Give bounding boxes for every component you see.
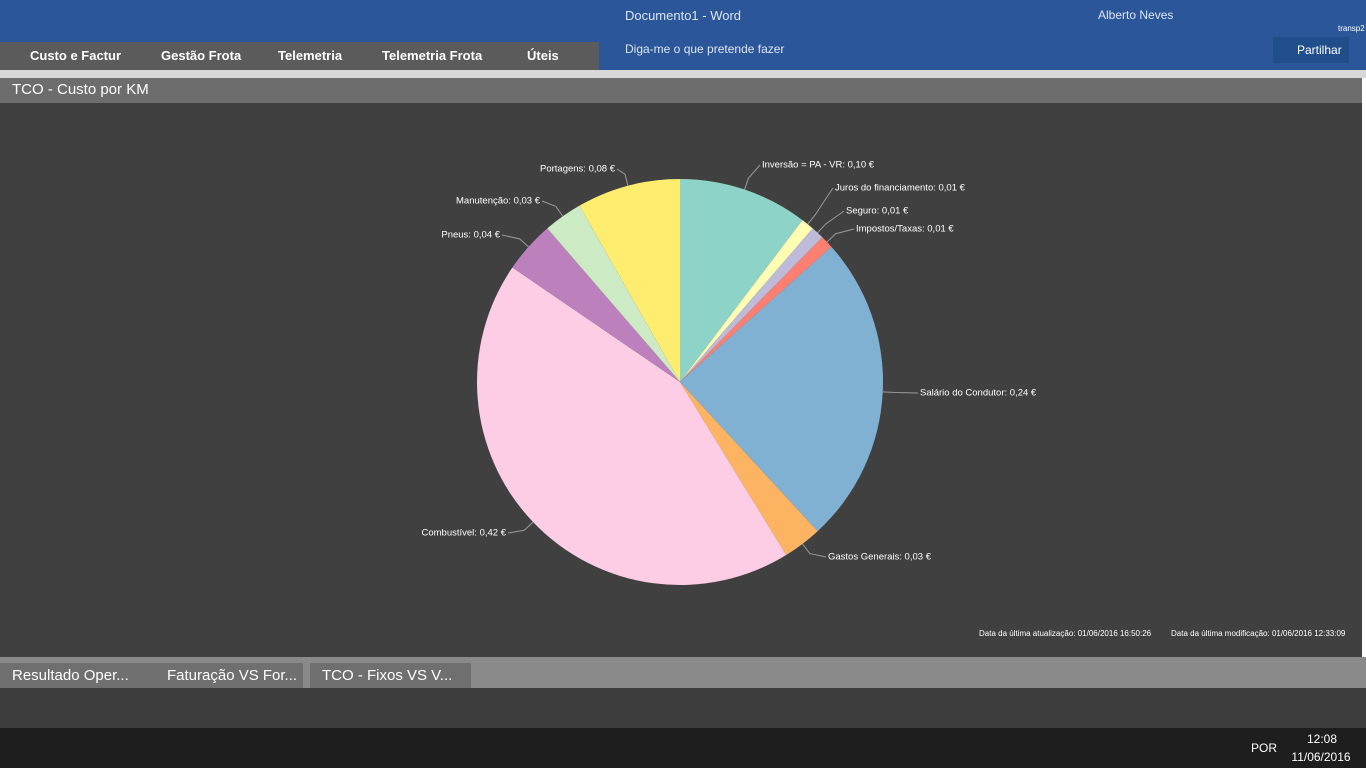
account: transp2 [1338, 24, 1365, 33]
last-update: Data da última atualização: 01/06/2016 1… [979, 629, 1152, 638]
share-button[interactable]: Partilhar [1273, 37, 1349, 63]
panel-title: TCO - Custo por KM [12, 81, 149, 98]
pie-slice [680, 228, 823, 382]
leader-line [507, 521, 534, 534]
leader-line [882, 391, 919, 394]
language[interactable]: POR [1251, 741, 1278, 755]
leader-line [802, 543, 827, 558]
slice-label: Seguro: 0,01 € [846, 206, 909, 217]
pie-slice [547, 205, 680, 382]
leader-line [501, 234, 529, 248]
menu-item[interactable]: Úteis [497, 42, 599, 70]
pie-slice [680, 220, 813, 382]
pie-slice [680, 382, 818, 555]
pie-slice [579, 179, 680, 382]
leader-line [541, 200, 564, 217]
status-bar [0, 688, 1366, 728]
tab[interactable]: Resultado Oper... [0, 663, 162, 688]
clock-time[interactable]: 12:08 [1306, 732, 1338, 746]
pie-slice [680, 246, 883, 532]
leader-line [744, 164, 761, 190]
last-modified: Data da última modificação: 01/06/2016 1… [1171, 629, 1346, 638]
panel-header [0, 78, 1362, 103]
window-title: Documento1 - Word [624, 8, 742, 23]
tab[interactable]: TCO - Fixos VS V... [310, 663, 471, 688]
tell-me[interactable]: Diga-me o que pretende fazer [625, 42, 785, 56]
slice-label: Combustível: 0,42 € [422, 528, 507, 539]
ruler [0, 70, 1366, 78]
user-name[interactable]: Alberto Neves [1098, 8, 1174, 22]
tab[interactable]: Faturação VS For... [155, 663, 303, 688]
leader-line [817, 210, 845, 234]
leader-line [616, 168, 629, 186]
pie-slice [476, 267, 787, 585]
slice-label: Portagens: 0,08 € [540, 164, 616, 175]
clock-date[interactable]: 11/06/2016 [1291, 750, 1351, 764]
leader-line [807, 187, 834, 225]
slice-label: Juros do financiamento: 0,01 € [835, 183, 966, 194]
slice-label: Salário do Condutor: 0,24 € [920, 388, 1037, 399]
slice-label: Pneus: 0,04 € [441, 230, 500, 241]
pie-slice [680, 237, 832, 382]
slice-label: Impostos/Taxas: 0,01 € [856, 224, 954, 235]
taskbar [0, 728, 1366, 768]
slice-label: Inversão = PA - VR: 0,10 € [762, 160, 875, 171]
pie-slice [512, 228, 680, 382]
slice-label: Manutenção: 0,03 € [456, 196, 541, 207]
pie-slice [680, 179, 803, 382]
slice-label: Gastos Generais: 0,03 € [828, 552, 932, 563]
leader-line [826, 228, 855, 243]
